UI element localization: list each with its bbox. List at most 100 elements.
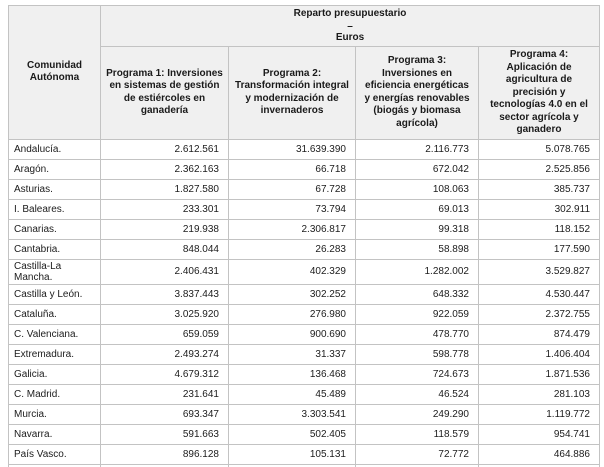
span-header-cell: Reparto presupuestario – Euros (100, 5, 600, 47)
region-name-cell: Castilla-La Mancha. (8, 258, 101, 285)
value-cell-program2: 402.329 (228, 258, 356, 285)
program4-header-cell: Programa 4: Aplicación de agricultura de… (478, 46, 600, 140)
table-row: C. Valenciana. 659.059 900.690 478.770 874.4… (8, 323, 600, 345)
value-cell-program1: 219.938 (100, 218, 229, 240)
value-cell-program1: 2.362.163 (100, 158, 229, 180)
value-cell-program4: 2.372.755 (478, 303, 600, 325)
value-cell-program3: 72.772 (355, 443, 479, 465)
value-cell-program1: 2.612.561 (100, 138, 229, 160)
table-row: Galicia. 4.679.312 136.468 724.673 1.871.536 (8, 363, 600, 385)
value-cell-program4: 302.911 (478, 198, 600, 220)
value-cell-program2: 26.283 (228, 238, 356, 260)
table-row: Cantabria. 848.044 26.283 58.898 177.590 (8, 238, 600, 260)
region-name-cell: Canarias. (8, 218, 101, 240)
value-cell-program4: 2.525.856 (478, 158, 600, 180)
value-cell-program2: 31.639.390 (228, 138, 356, 160)
program3-header-cell: Programa 3: Inversiones en eficiencia en… (355, 46, 479, 140)
region-name-cell: Galicia. (8, 363, 101, 385)
table-row: País Vasco. 896.128 105.131 72.772 464.886 (8, 443, 600, 465)
span-header-dash: – (347, 20, 353, 32)
region-name-cell: Castilla y León. (8, 283, 101, 305)
value-cell-program1: 3.025.920 (100, 303, 229, 325)
value-cell-program2: 136.468 (228, 363, 356, 385)
value-cell-program2: 105.131 (228, 443, 356, 465)
value-cell-program4: 448.827 (478, 463, 600, 467)
value-cell-program3: 58.898 (355, 238, 479, 260)
value-cell-program4: 281.103 (478, 383, 600, 405)
value-cell-program2: 2.306.817 (228, 218, 356, 240)
region-name-cell: Murcia. (8, 403, 101, 425)
value-cell-program3: 478.770 (355, 323, 479, 345)
value-cell-program1: 591.663 (100, 423, 229, 445)
value-cell-program1: 3.837.443 (100, 283, 229, 305)
region-name-cell: País Vasco. (8, 443, 101, 465)
region-name-cell: I. Baleares. (8, 198, 101, 220)
value-cell-program3: 672.042 (355, 158, 479, 180)
table-row: Aragón. 2.362.163 66.718 672.042 2.525.856 (8, 158, 600, 180)
value-cell-program3: 2.116.773 (355, 138, 479, 160)
budget-table: Comunidad Autónoma Reparto presupuestari… (8, 5, 600, 467)
region-name-cell: Andalucía. (8, 138, 101, 160)
value-cell-program3: 108.063 (355, 178, 479, 200)
value-cell-program3: 648.332 (355, 283, 479, 305)
table-row: C. Madrid. 231.641 45.489 46.524 281.103 (8, 383, 600, 405)
table-row: Asturias. 1.827.580 67.728 108.063 385.737 (8, 178, 600, 200)
value-cell-program3: 598.778 (355, 343, 479, 365)
region-name-cell: Aragón. (8, 158, 101, 180)
table-row: Navarra. 591.663 502.405 118.579 954.741 (8, 423, 600, 445)
value-cell-program1: 4.679.312 (100, 363, 229, 385)
value-cell-program3: 46.524 (355, 383, 479, 405)
table-row: Andalucía. 2.612.561 31.639.390 2.116.773 5.… (8, 138, 600, 160)
table-header: Comunidad Autónoma Reparto presupuestari… (8, 5, 600, 140)
value-cell-program1: 693.347 (100, 403, 229, 425)
value-cell-program3: 99.318 (355, 218, 479, 240)
value-cell-program2: 3.303.541 (228, 403, 356, 425)
table-body: Andalucía. 2.612.561 31.639.390 2.116.773 5.… (8, 138, 600, 467)
table-row: Extremadura. 2.493.274 31.337 598.778 1.406.… (8, 343, 600, 365)
region-name-cell: Extremadura. (8, 343, 101, 365)
value-cell-program2: 73.794 (228, 198, 356, 220)
value-cell-program3: 249.290 (355, 403, 479, 425)
value-cell-program1: 659.059 (100, 323, 229, 345)
value-cell-program2: 302.252 (228, 283, 356, 305)
value-cell-program3: 724.673 (355, 363, 479, 385)
value-cell-program2: 45.489 (228, 383, 356, 405)
value-cell-program1: 2.493.274 (100, 343, 229, 365)
corner-header-cell: Comunidad Autónoma (8, 5, 101, 140)
value-cell-program4: 1.119.772 (478, 403, 600, 425)
value-cell-program3: 1.282.002 (355, 258, 479, 285)
value-cell-program4: 1.406.404 (478, 343, 600, 365)
value-cell-program1: 1.827.580 (100, 178, 229, 200)
region-name-cell: C. Madrid. (8, 383, 101, 405)
value-cell-program2: 67.728 (228, 178, 356, 200)
value-cell-program4: 3.529.827 (478, 258, 600, 285)
value-cell-program4: 874.479 (478, 323, 600, 345)
table-row: Cataluña. 3.025.920 276.980 922.059 2.372.75… (8, 303, 600, 325)
table-row: Murcia. 693.347 3.303.541 249.290 1.119.772 (8, 403, 600, 425)
value-cell-program4: 464.886 (478, 443, 600, 465)
span-header-title: Reparto presupuestario (293, 8, 407, 19)
value-cell-program4: 1.871.536 (478, 363, 600, 385)
value-cell-program3: 922.059 (355, 303, 479, 325)
region-name-cell: C. Valenciana. (8, 323, 101, 345)
value-cell-program2: 66.718 (228, 158, 356, 180)
span-header-unit: Euros (335, 31, 365, 43)
value-cell-program4: 5.078.765 (478, 138, 600, 160)
value-cell-program1: 2.406.431 (100, 258, 229, 285)
region-name-cell: Asturias. (8, 178, 101, 200)
value-cell-program2: 276.980 (228, 303, 356, 325)
program2-header-cell: Programa 2: Transformación integral y mo… (228, 46, 356, 140)
value-cell-program2: 502.405 (228, 423, 356, 445)
value-cell-program4: 4.530.447 (478, 283, 600, 305)
table-row: Canarias. 219.938 2.306.817 99.318 118.152 (8, 218, 600, 240)
value-cell-program4: 118.152 (478, 218, 600, 240)
table-row: La Rioja.133.09131.338,7279.492448.827 (8, 463, 600, 467)
value-cell-program1: 233.301 (100, 198, 229, 220)
value-cell-program1: 848.044 (100, 238, 229, 260)
table-row: Castilla y León. 3.837.443 302.252 648.332 4… (8, 283, 600, 305)
value-cell-program2: 900.690 (228, 323, 356, 345)
value-cell-program3: 118.579 (355, 423, 479, 445)
value-cell-program3: 69.013 (355, 198, 479, 220)
region-name-cell: Cantabria. (8, 238, 101, 260)
